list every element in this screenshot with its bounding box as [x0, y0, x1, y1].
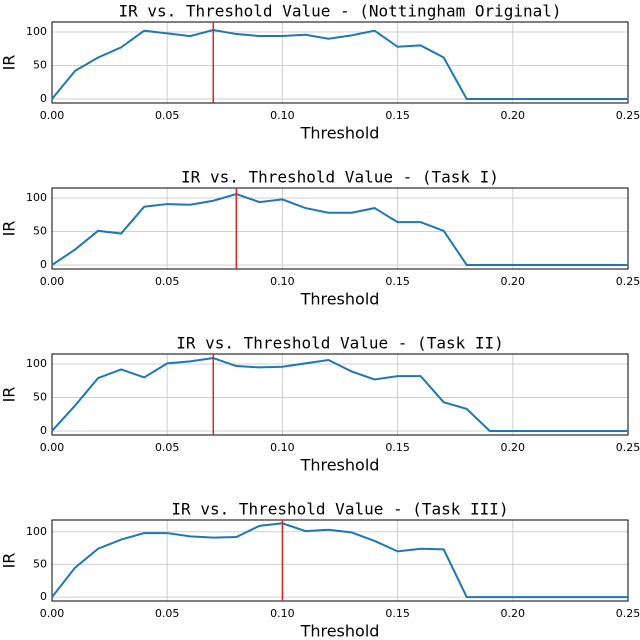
x-tick-label: 0.05 — [155, 441, 180, 454]
line — [51, 356, 628, 432]
x-tick-label: 0.10 — [270, 607, 295, 620]
x-tick-label: 0.00 — [40, 109, 65, 122]
chart-title: IR vs. Threshold Value - (Task III) — [171, 500, 508, 519]
x-axis-label: Threshold — [300, 456, 380, 475]
y-tick-label: 50 — [33, 391, 47, 404]
line — [51, 192, 628, 266]
x-tick-label: 0.15 — [385, 441, 410, 454]
chart-title: IR vs. Threshold Value - (Task II) — [176, 334, 504, 353]
y-axis-label: IR — [0, 221, 19, 237]
x-axis-label: Threshold — [300, 290, 380, 309]
y-tick-label: 0 — [40, 92, 47, 105]
x-tick-label: 0.05 — [155, 109, 180, 122]
y-tick-label: 0 — [40, 258, 47, 271]
y-tick-label: 0 — [40, 590, 47, 603]
chart-title: IR vs. Threshold Value - (Nottingham Ori… — [118, 2, 561, 21]
line — [51, 29, 628, 100]
plot-frame — [51, 187, 629, 270]
x-axis-label: Threshold — [300, 622, 380, 640]
y-tick-label: 50 — [33, 557, 47, 570]
x-tick-label: 0.25 — [616, 109, 640, 122]
x-tick-label: 0.20 — [501, 275, 526, 288]
y-tick-label: 100 — [26, 357, 47, 370]
x-tick-label: 0.15 — [385, 607, 410, 620]
x-tick-label: 0.10 — [270, 441, 295, 454]
y-tick-label: 0 — [40, 424, 47, 437]
x-tick-label: 0.00 — [40, 275, 65, 288]
x-tick-label: 0.10 — [270, 109, 295, 122]
x-tick-label: 0.15 — [385, 275, 410, 288]
x-tick-label: 0.05 — [155, 607, 180, 620]
y-tick-label: 50 — [33, 59, 47, 72]
plot-frame — [51, 353, 629, 436]
x-tick-label: 0.20 — [501, 441, 526, 454]
x-tick-label: 0.20 — [501, 607, 526, 620]
y-axis-label: IR — [0, 387, 19, 403]
y-tick-label: 100 — [26, 191, 47, 204]
line — [51, 522, 628, 599]
x-tick-label: 0.25 — [616, 441, 640, 454]
chart-title: IR vs. Threshold Value - (Task I) — [181, 168, 499, 187]
x-tick-label: 0.10 — [270, 275, 295, 288]
x-tick-label: 0.15 — [385, 109, 410, 122]
x-tick-label: 0.25 — [616, 607, 640, 620]
y-axis-label: IR — [0, 55, 19, 71]
x-tick-label: 0.05 — [155, 275, 180, 288]
x-axis-label: Threshold — [300, 124, 380, 143]
plot-frame — [51, 21, 629, 104]
x-tick-label: 0.25 — [616, 275, 640, 288]
x-tick-label: 0.00 — [40, 607, 65, 620]
plot-frame — [51, 519, 629, 602]
x-tick-label: 0.20 — [501, 109, 526, 122]
y-tick-label: 50 — [33, 225, 47, 238]
x-tick-label: 0.00 — [40, 441, 65, 454]
y-axis-label: IR — [0, 553, 19, 569]
y-tick-label: 100 — [26, 525, 47, 538]
y-tick-label: 100 — [26, 25, 47, 38]
